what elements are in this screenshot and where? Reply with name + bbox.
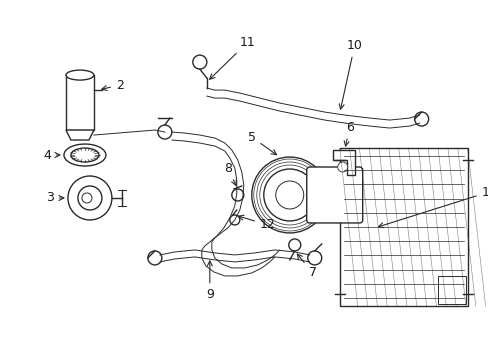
Circle shape xyxy=(68,176,112,220)
Circle shape xyxy=(337,162,347,172)
Text: 7: 7 xyxy=(297,254,316,279)
Polygon shape xyxy=(332,150,354,175)
Text: 2: 2 xyxy=(102,78,123,91)
Ellipse shape xyxy=(82,193,92,203)
Circle shape xyxy=(78,186,102,210)
FancyBboxPatch shape xyxy=(306,167,362,223)
Circle shape xyxy=(251,157,327,233)
Bar xyxy=(66,75,94,130)
Text: 3: 3 xyxy=(46,192,64,204)
Circle shape xyxy=(158,125,171,139)
Text: 10: 10 xyxy=(339,39,362,109)
Polygon shape xyxy=(66,130,94,140)
Bar xyxy=(339,148,467,306)
Text: 12: 12 xyxy=(238,215,275,231)
Text: 11: 11 xyxy=(209,36,255,79)
Ellipse shape xyxy=(71,148,99,162)
Ellipse shape xyxy=(66,70,94,80)
Text: 6: 6 xyxy=(344,121,353,146)
Text: 8: 8 xyxy=(224,162,236,185)
Text: 9: 9 xyxy=(205,261,213,301)
Circle shape xyxy=(192,55,206,69)
Text: 4: 4 xyxy=(43,149,60,162)
Circle shape xyxy=(231,189,244,201)
Circle shape xyxy=(263,169,315,221)
Ellipse shape xyxy=(64,144,106,166)
Circle shape xyxy=(307,251,321,265)
Circle shape xyxy=(275,181,303,209)
Circle shape xyxy=(229,215,239,225)
Circle shape xyxy=(288,239,300,251)
Circle shape xyxy=(147,251,162,265)
Circle shape xyxy=(414,112,428,126)
Text: 5: 5 xyxy=(247,131,276,155)
Text: 1: 1 xyxy=(378,186,488,228)
Bar xyxy=(437,276,465,304)
